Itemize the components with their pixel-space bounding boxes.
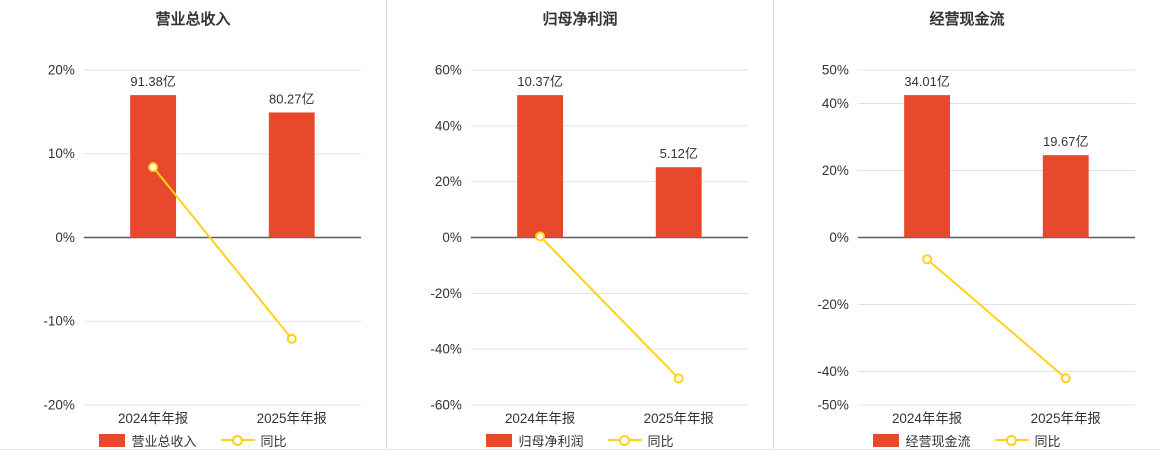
legend-bar-label: 营业总收入 — [131, 433, 197, 449]
bar-swatch-icon — [486, 433, 513, 447]
chart-legend: 归母净利润 同比 — [387, 430, 773, 450]
legend-bar-label: 经营现金流 — [905, 433, 971, 449]
bar — [655, 167, 702, 238]
chart-title: 经营现金流 — [929, 11, 1005, 28]
y-axis-tick-label: 40% — [435, 118, 462, 133]
chart-panel-net-profit: 归母净利润 60% 40% 20% 0% -20% -40% -60% 10.37亿 5.12亿… — [386, 0, 773, 449]
x-axis-label: 2024年年报 — [505, 411, 575, 426]
line-marker-icon — [994, 433, 1029, 447]
bar — [904, 95, 951, 238]
y-axis-tick-label: 60% — [435, 62, 462, 77]
yoy-line — [539, 235, 680, 380]
legend-bar-series[interactable]: 归母净利润 — [486, 431, 584, 450]
x-axis-label: 2024年年报 — [118, 411, 188, 426]
chart-title: 营业总收入 — [155, 11, 231, 28]
line-marker-icon — [607, 433, 642, 447]
y-axis-tick-label: -20% — [430, 286, 461, 301]
bar-value-label: 80.27亿 — [269, 91, 314, 106]
bar — [268, 112, 315, 238]
chart-svg: 20% 10% 0% -10% -20% 91.38亿 80.27亿 2024年年报 2025年… — [43, 62, 362, 426]
y-axis-tick-label: 0% — [829, 230, 848, 245]
yoy-line — [152, 166, 293, 340]
y-axis-tick-label: 20% — [435, 174, 462, 189]
legend-bar-label: 归母净利润 — [518, 433, 584, 449]
y-axis-tick-label: -20% — [817, 297, 848, 312]
legend-bar-series[interactable]: 营业总收入 — [99, 431, 197, 450]
bar-swatch-icon — [873, 433, 900, 447]
chart-svg: 50% 40% 20% 0% -20% -40% -50% 34.01亿 19.67亿 2024年… — [817, 62, 1136, 426]
y-axis-tick-label: -50% — [817, 397, 848, 412]
y-axis-tick-label: 20% — [822, 163, 849, 178]
chart-area: 50% 40% 20% 0% -20% -40% -50% 34.01亿 19.67亿 2024年… — [774, 30, 1160, 430]
chart-panel-operating-revenue: 营业总收入 20% 10% 0% -10% -20% 91.38亿 80.27亿 2024年年… — [0, 0, 386, 449]
bar-value-label: 34.01亿 — [904, 74, 949, 89]
x-axis-label: 2025年年报 — [257, 411, 327, 426]
legend-line-label: 同比 — [260, 433, 287, 449]
legend-line-label: 同比 — [1034, 433, 1061, 449]
legend-line-series[interactable]: 同比 — [220, 431, 287, 450]
y-axis-tick-label: -10% — [43, 314, 74, 329]
chart-panel-operating-cashflow: 经营现金流 50% 40% 20% 0% -20% -40% -50% 34.01亿 19.67… — [773, 0, 1160, 449]
bar — [517, 95, 564, 238]
yoy-line — [926, 258, 1067, 379]
legend-line-series[interactable]: 同比 — [994, 431, 1061, 450]
y-axis-tick-label: -20% — [43, 397, 74, 412]
bar-value-label: 91.38亿 — [130, 74, 175, 89]
line-marker-icon — [220, 433, 255, 447]
y-axis-tick-label: -60% — [430, 397, 461, 412]
yoy-marker — [1060, 373, 1071, 384]
legend-line-series[interactable]: 同比 — [607, 431, 674, 450]
y-axis-tick-label: 40% — [822, 96, 849, 111]
y-axis-tick-label: 10% — [48, 146, 75, 161]
yoy-marker — [673, 373, 684, 384]
chart-svg: 60% 40% 20% 0% -20% -40% -60% 10.37亿 5.12亿 2024年年… — [430, 62, 749, 426]
bar-swatch-icon — [99, 433, 126, 447]
x-axis-label: 2024年年报 — [892, 411, 962, 426]
chart-area: 60% 40% 20% 0% -20% -40% -60% 10.37亿 5.12亿 2024年年… — [387, 30, 773, 430]
y-axis-tick-label: -40% — [430, 342, 461, 357]
y-axis-tick-label: 0% — [442, 230, 461, 245]
yoy-marker — [535, 231, 546, 242]
chart-area: 20% 10% 0% -10% -20% 91.38亿 80.27亿 2024年年报 2025年… — [0, 30, 386, 430]
chart-legend: 营业总收入 同比 — [0, 430, 386, 450]
chart-title: 归母净利润 — [542, 11, 618, 28]
bar-value-label: 10.37亿 — [517, 74, 562, 89]
chart-legend: 经营现金流 同比 — [774, 430, 1160, 450]
legend-line-label: 同比 — [647, 433, 674, 449]
y-axis-tick-label: 0% — [55, 230, 74, 245]
legend-bar-series[interactable]: 经营现金流 — [873, 431, 971, 450]
y-axis-tick-label: -40% — [817, 364, 848, 379]
x-axis-label: 2025年年报 — [1031, 411, 1101, 426]
yoy-marker — [286, 333, 297, 344]
bar-value-label: 19.67亿 — [1043, 134, 1088, 149]
y-axis-tick-label: 20% — [48, 62, 75, 77]
bar-value-label: 5.12亿 — [660, 146, 698, 161]
x-axis-label: 2025年年报 — [644, 411, 714, 426]
yoy-marker — [148, 162, 159, 173]
bar — [1042, 155, 1089, 238]
yoy-marker — [922, 254, 933, 265]
y-axis-tick-label: 50% — [822, 62, 849, 77]
